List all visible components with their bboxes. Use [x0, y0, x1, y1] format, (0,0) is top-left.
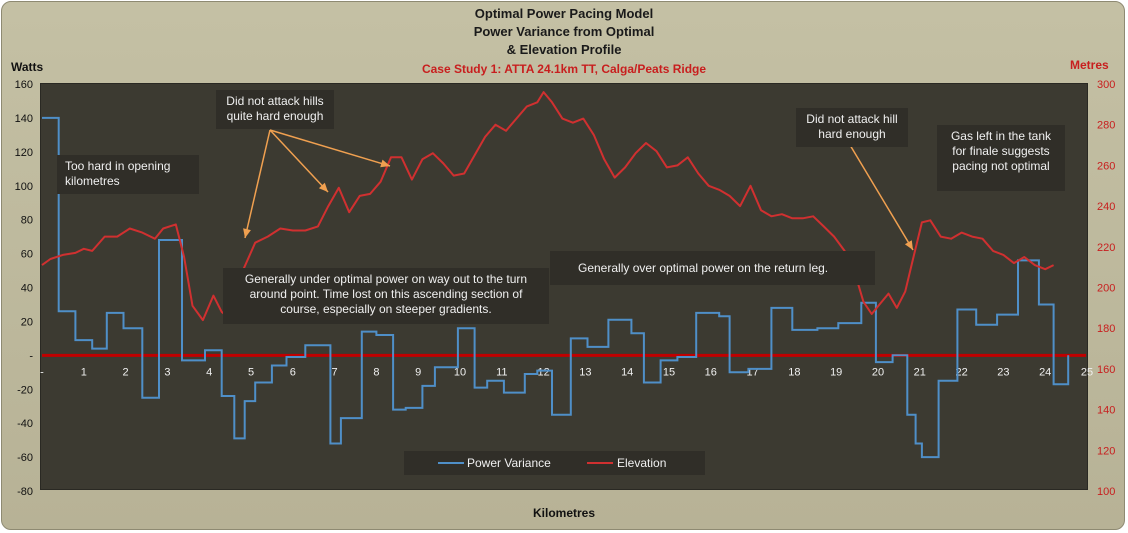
y-tick-left: 60: [21, 249, 33, 261]
y-axis-left-label: Watts: [11, 60, 44, 74]
annotation-arrowhead: [380, 159, 390, 168]
chart-subtitle: Case Study 1: ATTA 24.1km TT, Calga/Peat…: [421, 62, 707, 76]
chart-title-line-1: Optimal Power Pacing Model: [474, 6, 654, 21]
y-tick-right: 300: [1097, 79, 1115, 91]
annotation-arrowhead: [318, 182, 328, 192]
y-tick-left: -60: [17, 452, 33, 464]
y-tick-right: 180: [1097, 323, 1115, 335]
annotation-arrow: [269, 129, 329, 193]
annotation-did-not-attack-hills: Did not attack hills quite hard enough: [216, 90, 334, 129]
y-tick-left: 160: [15, 79, 33, 91]
y-tick-right: 240: [1097, 201, 1115, 213]
x-tick: 6: [290, 366, 296, 378]
annotation-arrowhead: [243, 228, 251, 238]
x-tick: 3: [164, 366, 170, 378]
x-tick: 16: [705, 366, 717, 378]
x-tick: 14: [621, 366, 633, 378]
x-tick: 8: [373, 366, 379, 378]
x-tick: 10: [454, 366, 466, 378]
legend: Power Variance Elevation: [404, 451, 705, 475]
x-tick: 12: [537, 366, 549, 378]
series-line-elevation: [41, 91, 1055, 322]
y-tick-left: 40: [21, 283, 33, 295]
x-tick: 2: [123, 366, 129, 378]
y-tick-right: 200: [1097, 283, 1115, 295]
y-tick-right: 280: [1097, 120, 1115, 132]
y-tick-left: -80: [17, 486, 33, 498]
legend-label-power: Power Variance: [467, 456, 551, 470]
x-tick: 18: [788, 366, 800, 378]
x-axis-label: Kilometres: [532, 506, 596, 520]
y-axis-right-label: Metres: [1070, 58, 1109, 72]
y-tick-right: 220: [1097, 242, 1115, 254]
x-tick: 7: [332, 366, 338, 378]
annotation-gas-left: Gas left in the tank for finale suggests…: [937, 125, 1065, 191]
annotation-too-hard: Too hard in opening kilometres: [57, 155, 199, 194]
x-tick: 5: [248, 366, 254, 378]
x-tick: 23: [997, 366, 1009, 378]
annotation-did-not-attack-hill: Did not attack hill hard enough: [796, 108, 908, 147]
chart-title-line-2: Power Variance from Optimal: [473, 24, 655, 39]
y-tick-right: 260: [1097, 160, 1115, 172]
plot-area: [40, 83, 1088, 490]
x-tick: 24: [1039, 366, 1051, 378]
y-tick-left: 140: [15, 113, 33, 125]
series-line-power-variance: [42, 116, 1070, 459]
x-tick: 19: [830, 366, 842, 378]
x-tick: 20: [872, 366, 884, 378]
y-tick-right: 140: [1097, 405, 1115, 417]
x-tick: 13: [579, 366, 591, 378]
legend-swatch-power: [438, 462, 464, 464]
y-tick-right: 120: [1097, 445, 1115, 457]
annotation-generally-under: Generally under optimal power on way out…: [223, 268, 549, 324]
y-tick-left: 120: [15, 147, 33, 159]
x-tick: 22: [955, 366, 967, 378]
x-tick: 4: [206, 366, 212, 378]
x-tick: 21: [914, 366, 926, 378]
x-tick: -: [40, 366, 44, 378]
y-tick-left: -20: [17, 384, 33, 396]
annotation-arrowhead: [904, 240, 913, 250]
x-tick: 9: [415, 366, 421, 378]
x-tick: 1: [81, 366, 87, 378]
x-tick: 15: [663, 366, 675, 378]
x-tick: 11: [496, 366, 507, 378]
y-tick-left: 80: [21, 215, 33, 227]
y-tick-left: 100: [15, 181, 33, 193]
annotation-arrow: [269, 129, 391, 167]
annotation-generally-over: Generally over optimal power on the retu…: [550, 251, 875, 285]
y-tick-left: -: [29, 350, 33, 362]
x-tick: 25: [1081, 366, 1093, 378]
y-tick-left: 20: [21, 316, 33, 328]
y-tick-right: 100: [1097, 486, 1115, 498]
y-tick-left: -40: [17, 418, 33, 430]
annotation-arrow: [244, 129, 271, 239]
chart-title-line-3: & Elevation Profile: [506, 42, 622, 57]
annotation-arrow: [849, 144, 914, 251]
legend-label-elevation: Elevation: [617, 456, 667, 470]
legend-swatch-elevation: [587, 462, 613, 464]
y-tick-right: 160: [1097, 364, 1115, 376]
